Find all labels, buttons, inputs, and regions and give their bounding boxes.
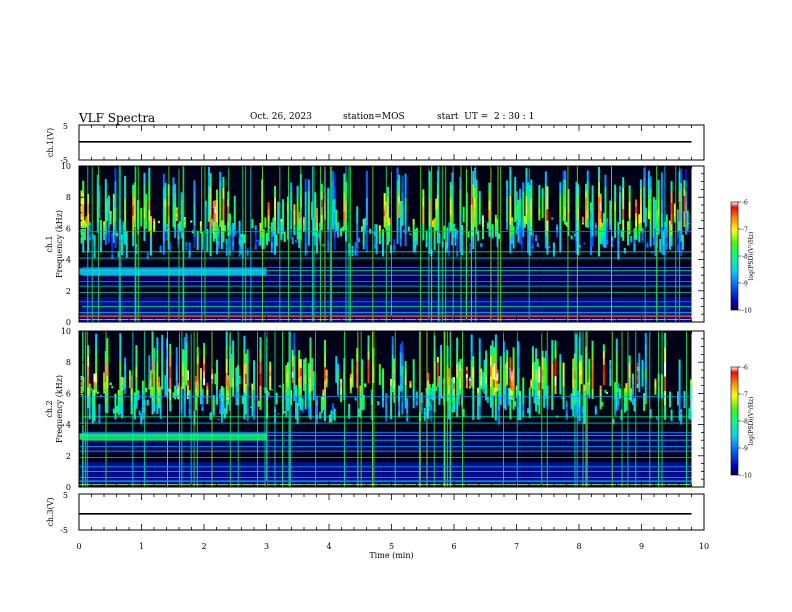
- y-tick-label: 4: [66, 256, 71, 265]
- y-tick-label: 8: [66, 193, 71, 202]
- x-tick-label: 4: [326, 542, 331, 551]
- channel-label: ch.2: [45, 400, 54, 417]
- y-tick-label: 2: [66, 287, 71, 296]
- spectrogram-ch1: [79, 166, 704, 322]
- colorbar-tick-label: -6: [742, 365, 748, 372]
- spectrogram-ch2: [79, 331, 704, 487]
- colorbar-label: log(PSD)(V²/Hz): [748, 232, 755, 281]
- x-tick-label: 3: [264, 542, 269, 551]
- colorbar-tick-label: -10: [742, 473, 752, 480]
- y-tick-label: 8: [66, 358, 71, 367]
- y-axis-label: Frequency (kHz): [55, 375, 64, 443]
- y-tick-label: -5: [60, 526, 68, 535]
- y-tick-label: 5: [63, 491, 68, 500]
- colorbar-tick-label: -9: [742, 281, 748, 288]
- y-tick-label: 6: [66, 389, 71, 398]
- x-tick-label: 2: [201, 542, 206, 551]
- colorbar-ch1: [730, 201, 739, 311]
- y-tick-label: 0: [66, 318, 71, 327]
- colorbar-tick-label: -6: [742, 200, 748, 207]
- plot-title: VLF Spectra: [79, 111, 156, 125]
- x-tick-label: 1: [139, 542, 144, 551]
- x-tick-label: 7: [514, 542, 519, 551]
- date-label: Oct. 26, 2023: [250, 112, 312, 122]
- x-tick-label: 6: [451, 542, 456, 551]
- y-tick-label: -5: [60, 156, 68, 165]
- y-tick-label: 10: [61, 162, 71, 171]
- y-axis-label: ch.3(V): [46, 497, 55, 526]
- colorbar-tick-label: -7: [742, 392, 748, 399]
- x-tick-label: 10: [699, 542, 709, 551]
- y-tick-label: 4: [66, 421, 71, 430]
- y-axis-label: ch.1(V): [46, 128, 55, 157]
- y-tick-label: 5: [63, 122, 68, 131]
- x-tick-label: 9: [639, 542, 644, 551]
- y-tick-label: 0: [66, 483, 71, 492]
- x-tick-label: 8: [576, 542, 581, 551]
- y-tick-label: 6: [66, 224, 71, 233]
- colorbar-ch2: [730, 366, 739, 476]
- y-axis-label: Frequency (kHz): [55, 210, 64, 278]
- x-tick-label: 5: [389, 542, 394, 551]
- start-ut-label: start UT = 2 : 30 : 1: [437, 112, 535, 122]
- colorbar-tick-label: -7: [742, 227, 748, 234]
- x-axis-label: Time (min): [369, 551, 413, 560]
- y-tick-label: 10: [61, 327, 71, 336]
- y-tick-label: 2: [66, 452, 71, 461]
- x-tick-label: 0: [76, 542, 81, 551]
- channel-label: ch.1: [45, 235, 54, 252]
- colorbar-label: log(PSD)(V²/Hz): [748, 397, 755, 446]
- colorbar-tick-label: -9: [742, 446, 748, 453]
- colorbar-tick-label: -8: [742, 419, 748, 426]
- station-label: station=MOS: [343, 112, 405, 122]
- colorbar-tick-label: -8: [742, 254, 748, 261]
- colorbar-tick-label: -10: [742, 308, 752, 315]
